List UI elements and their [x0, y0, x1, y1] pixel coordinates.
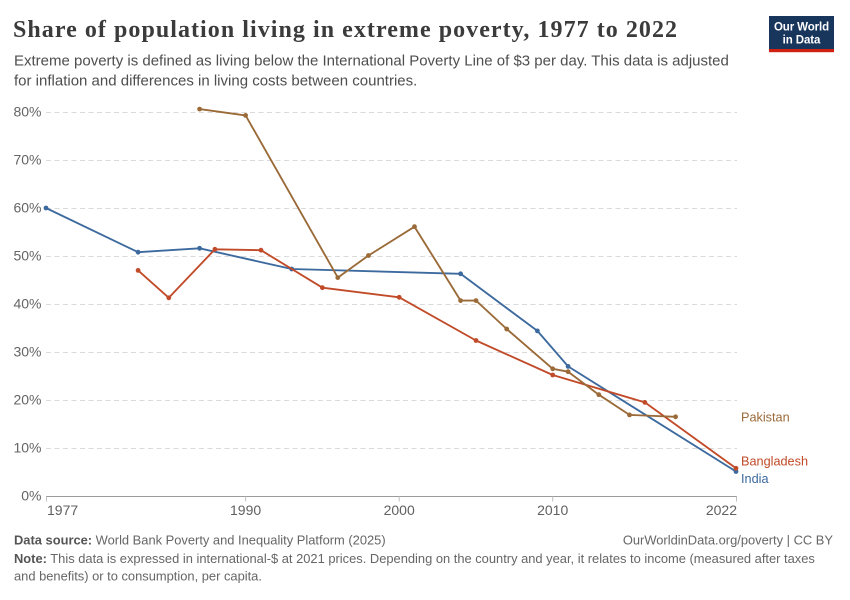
- svg-text:1990: 1990: [230, 502, 261, 518]
- svg-text:Note: This data is expressed i: Note: This data is expressed in internat…: [14, 551, 815, 566]
- svg-text:Share of population living in: Share of population living in extreme po…: [13, 17, 678, 43]
- svg-text:OurWorldinData.org/poverty | C: OurWorldinData.org/poverty | CC BY: [623, 533, 834, 548]
- svg-text:80%: 80%: [13, 104, 41, 120]
- svg-text:2010: 2010: [537, 502, 568, 518]
- svg-text:and benefits) or to consumptio: and benefits) or to consumption, per cap…: [14, 569, 262, 584]
- svg-text:20%: 20%: [13, 392, 41, 408]
- svg-text:2022: 2022: [706, 502, 737, 518]
- svg-text:30%: 30%: [13, 344, 41, 360]
- svg-text:Our World: Our World: [774, 22, 829, 34]
- svg-text:Pakistan: Pakistan: [741, 411, 790, 425]
- svg-text:0%: 0%: [21, 488, 41, 504]
- svg-text:Bangladesh: Bangladesh: [741, 455, 808, 469]
- svg-text:70%: 70%: [13, 152, 41, 168]
- svg-text:in Data: in Data: [783, 35, 821, 47]
- svg-text:40%: 40%: [13, 296, 41, 312]
- svg-text:for inflation and differences: for inflation and differences in living …: [14, 73, 417, 90]
- svg-text:10%: 10%: [13, 440, 41, 456]
- svg-text:Extreme poverty is defined as: Extreme poverty is defined as living bel…: [14, 53, 729, 70]
- svg-text:1977: 1977: [47, 502, 78, 518]
- svg-text:India: India: [741, 472, 769, 486]
- svg-text:2000: 2000: [384, 502, 415, 518]
- svg-text:60%: 60%: [13, 200, 41, 216]
- svg-text:50%: 50%: [13, 248, 41, 264]
- svg-text:Data source: World Bank Povert: Data source: World Bank Poverty and Ineq…: [14, 533, 386, 548]
